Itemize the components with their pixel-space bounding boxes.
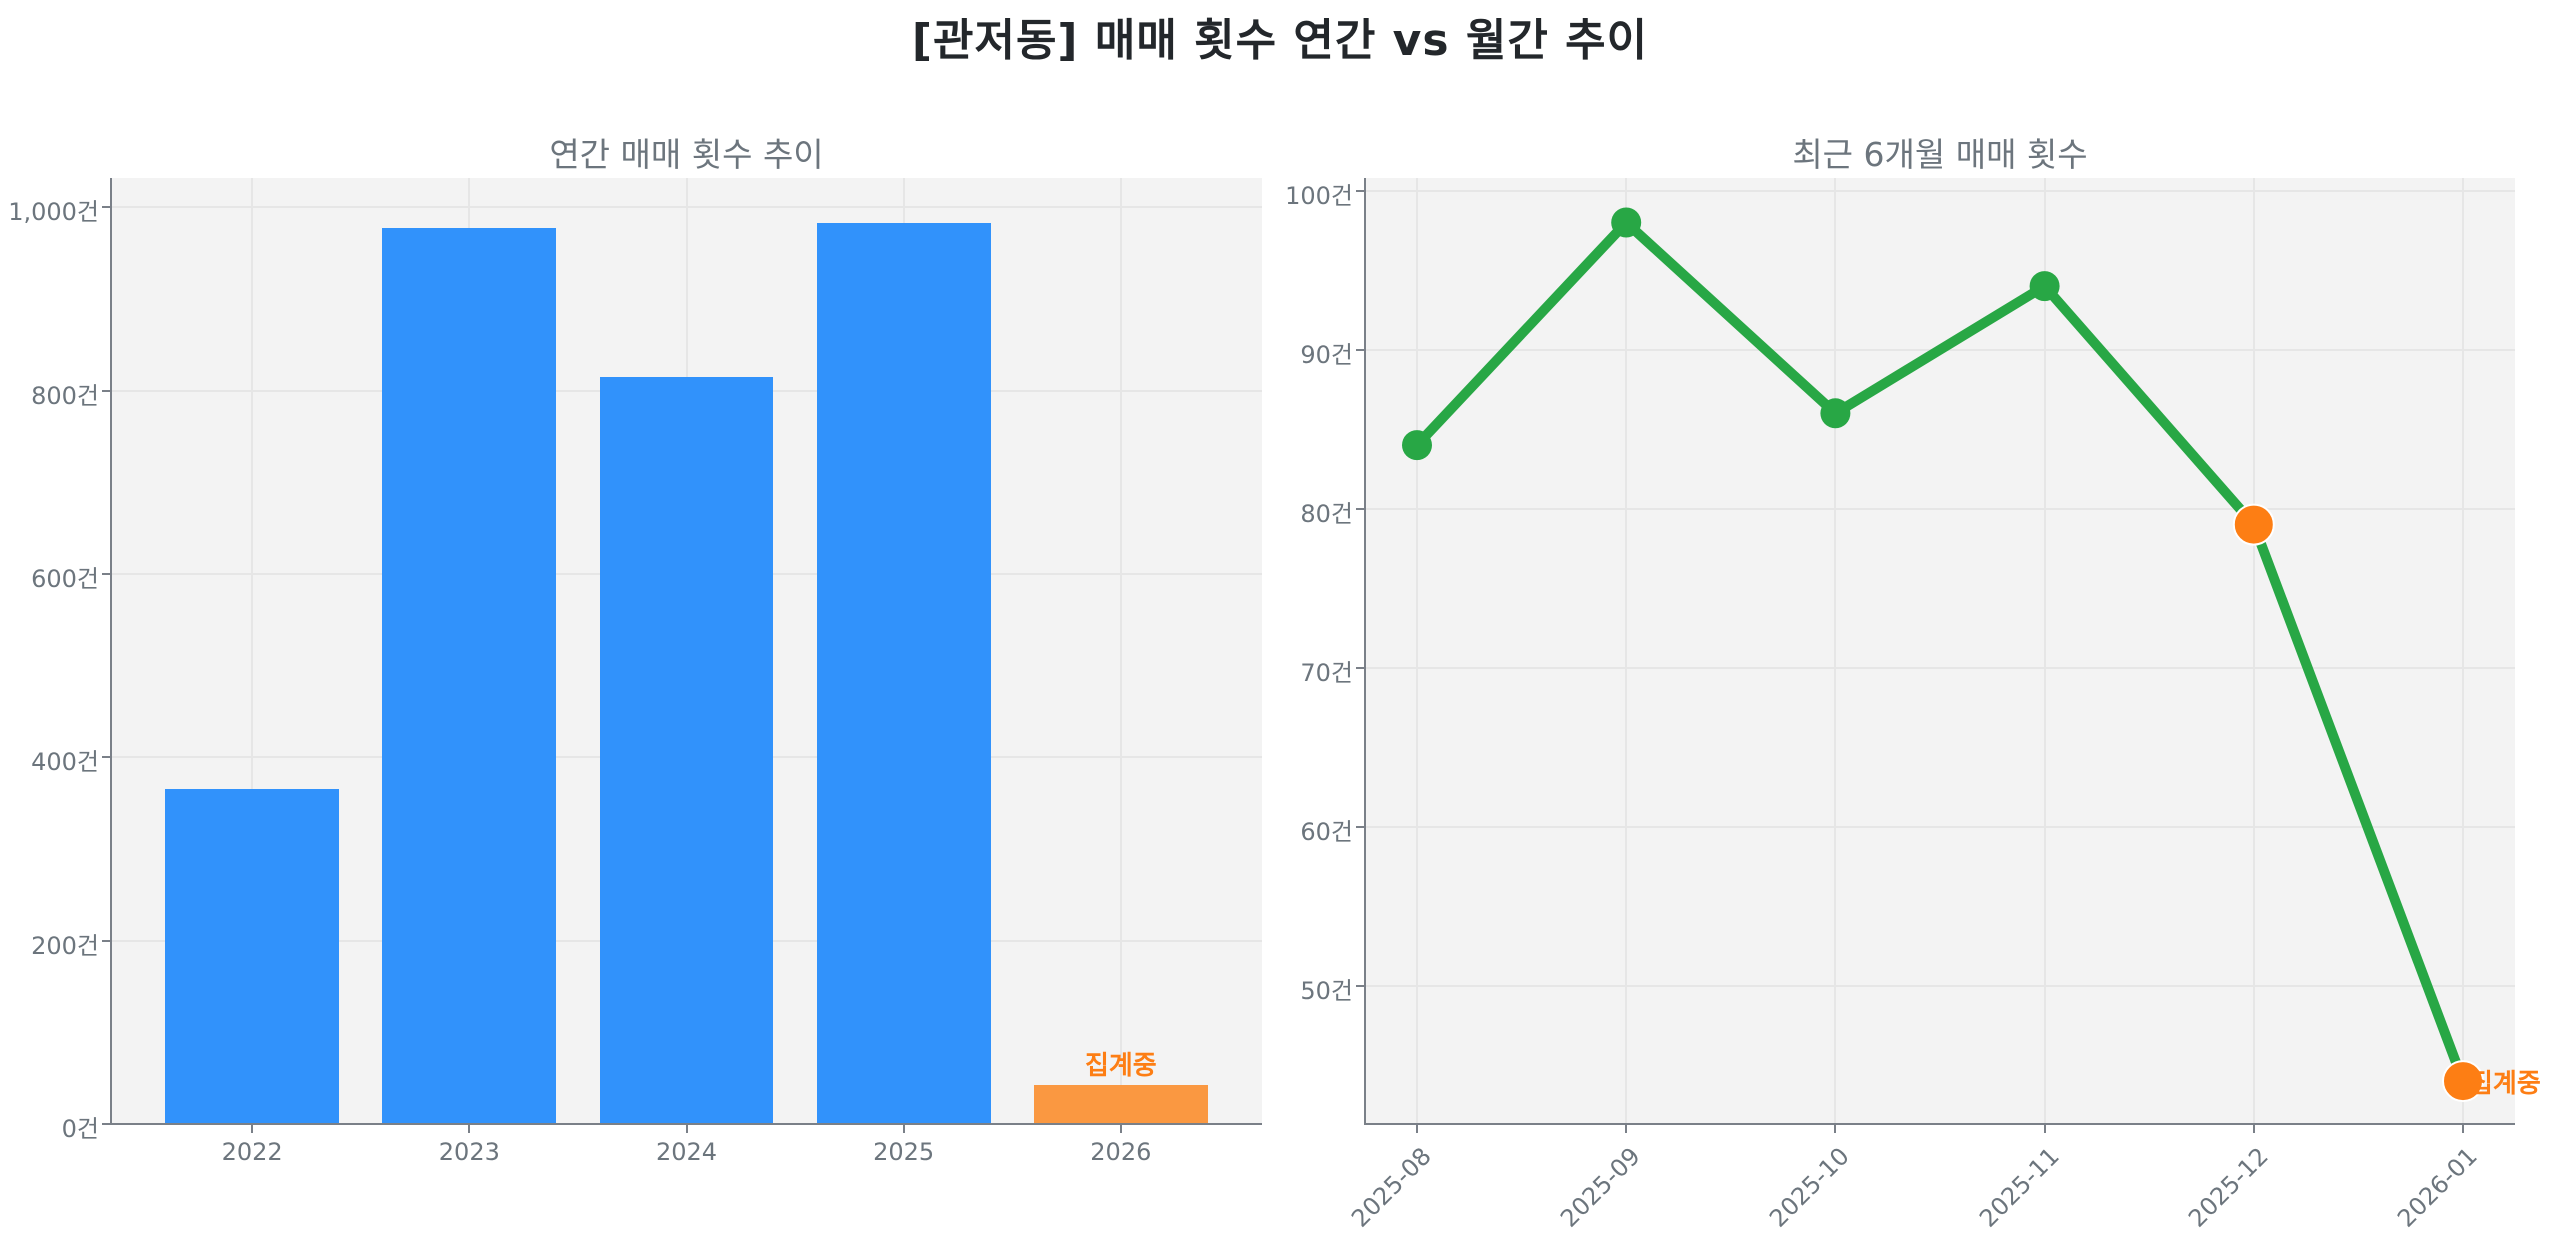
x-tick-label: 2026 bbox=[1090, 1138, 1152, 1166]
in-progress-annotation: 집계중 bbox=[1084, 1050, 1157, 1081]
x-axis bbox=[1364, 1123, 2515, 1125]
y-axis bbox=[1364, 178, 1366, 1125]
x-tick bbox=[2252, 1124, 2255, 1133]
y-tick-label: 400건 bbox=[31, 748, 99, 777]
data-point-marker bbox=[1402, 430, 1432, 461]
trend-line bbox=[1413, 217, 2468, 1083]
y-tick-label: 100건 bbox=[1285, 181, 1353, 210]
x-tick bbox=[251, 1124, 254, 1133]
h-gridline bbox=[1365, 507, 2515, 510]
y-tick-label: 50건 bbox=[1300, 976, 1353, 1005]
y-tick bbox=[102, 389, 111, 392]
y-tick-label: 800건 bbox=[31, 381, 99, 410]
bar-2023 bbox=[382, 227, 557, 1124]
x-tick bbox=[1625, 1124, 1628, 1133]
right-subtitle: 최근 6개월 매매 횟수 bbox=[1792, 135, 2088, 174]
h-gridline bbox=[1365, 984, 2515, 987]
h-gridline bbox=[1365, 666, 2515, 669]
data-point-marker bbox=[1820, 398, 1851, 429]
right-plot-area bbox=[1365, 178, 2515, 1124]
x-tick bbox=[1119, 1124, 1122, 1133]
y-tick-label: 600건 bbox=[31, 565, 99, 593]
x-tick bbox=[2462, 1124, 2464, 1133]
bar-2022 bbox=[165, 788, 340, 1124]
y-tick-label: 60건 bbox=[1300, 817, 1353, 846]
y-tick bbox=[1356, 825, 1365, 828]
x-tick bbox=[1834, 1124, 1837, 1133]
v-gridline bbox=[2043, 178, 2046, 1124]
x-tick-label: 2023 bbox=[438, 1138, 500, 1166]
y-tick bbox=[102, 1123, 111, 1125]
v-gridline bbox=[251, 178, 254, 1124]
x-tick bbox=[902, 1124, 905, 1133]
y-tick bbox=[1356, 189, 1365, 192]
data-point-marker bbox=[1611, 207, 1642, 238]
figure-title: [관저동] 매매 횟수 연간 vs 월간 추이 bbox=[911, 15, 1649, 66]
highlight-marker bbox=[2232, 503, 2275, 546]
x-tick bbox=[468, 1124, 471, 1133]
y-tick bbox=[1356, 348, 1365, 351]
x-tick-label: 2024 bbox=[655, 1138, 718, 1166]
x-tick-label: 2022 bbox=[221, 1138, 283, 1166]
y-tick bbox=[1356, 507, 1365, 510]
y-tick-label: 90건 bbox=[1300, 340, 1353, 369]
v-gridline bbox=[1834, 178, 1837, 1124]
x-tick bbox=[1416, 1124, 1418, 1133]
x-axis bbox=[110, 1123, 1262, 1125]
x-tick bbox=[685, 1124, 688, 1133]
y-tick bbox=[1356, 984, 1365, 987]
y-tick-label: 70건 bbox=[1300, 658, 1353, 687]
y-tick bbox=[102, 206, 111, 209]
y-tick bbox=[102, 939, 111, 942]
y-tick bbox=[102, 756, 111, 759]
v-gridline bbox=[2252, 178, 2255, 1124]
x-tick bbox=[2043, 1124, 2046, 1133]
in-progress-annotation: 집계중 bbox=[2469, 1069, 2541, 1100]
x-tick-label: 2025 bbox=[873, 1138, 935, 1166]
bar-2025 bbox=[816, 222, 991, 1124]
highlight-marker bbox=[2442, 1060, 2484, 1103]
v-gridline bbox=[2462, 178, 2464, 1124]
v-gridline bbox=[1119, 178, 1122, 1124]
left-subtitle: 연간 매매 횟수 추이 bbox=[549, 135, 824, 174]
y-tick-label: 0건 bbox=[61, 1115, 99, 1143]
h-gridline bbox=[1365, 825, 2515, 828]
data-point-marker bbox=[2029, 271, 2060, 302]
v-gridline bbox=[1416, 178, 1418, 1124]
bar-partial-2026 bbox=[1033, 1084, 1208, 1124]
y-tick-label: 80건 bbox=[1300, 499, 1353, 528]
y-axis bbox=[110, 178, 112, 1125]
y-tick bbox=[102, 573, 111, 575]
y-tick-label: 200건 bbox=[31, 931, 99, 960]
y-tick bbox=[1356, 666, 1365, 669]
bar-2024 bbox=[599, 376, 774, 1124]
h-gridline bbox=[1365, 189, 2515, 192]
v-gridline bbox=[1625, 178, 1628, 1124]
y-tick-label: 1,000건 bbox=[8, 198, 99, 227]
